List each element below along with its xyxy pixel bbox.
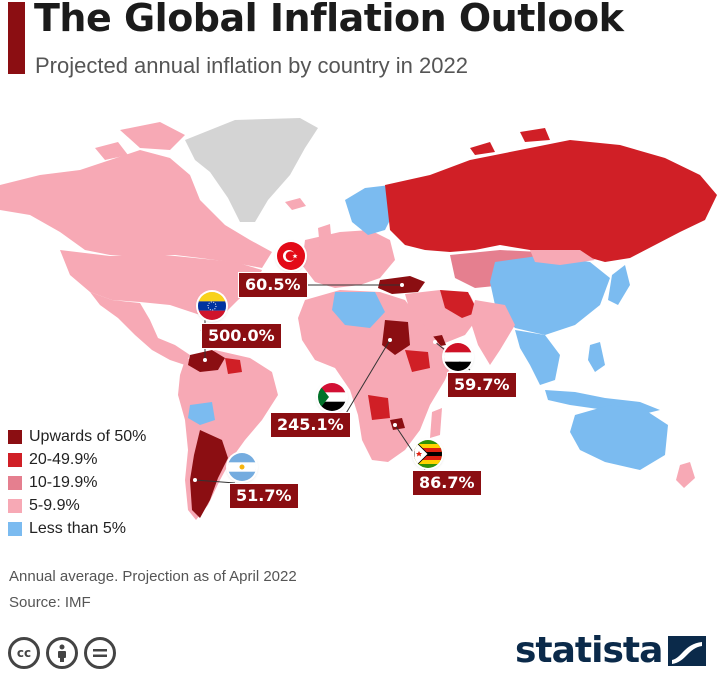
argentina <box>190 430 228 518</box>
iran <box>440 290 478 318</box>
legend-swatch <box>8 475 22 490</box>
russia <box>385 140 717 262</box>
philippines <box>588 342 605 372</box>
yemen-flag-icon <box>444 343 472 371</box>
zimbabwe-value-label: 86.7% <box>412 470 482 496</box>
zimbabwe <box>390 418 405 430</box>
title-accent-bar <box>8 2 25 74</box>
license-icons: cc <box>8 637 116 669</box>
angola <box>368 395 390 420</box>
madagascar <box>430 408 442 438</box>
brand-wordmark: statista <box>515 630 663 671</box>
guyana-suriname <box>225 358 242 374</box>
attribution-icon[interactable] <box>46 637 78 669</box>
argentina-value-label: 51.7% <box>229 483 299 509</box>
japan <box>608 265 630 305</box>
venezuela-value-label: 500.0% <box>201 323 282 349</box>
europe <box>302 230 395 288</box>
no-derivatives-icon[interactable] <box>84 637 116 669</box>
bolivia <box>188 402 215 425</box>
legend-item: Upwards of 50% <box>8 425 146 448</box>
mexico <box>90 292 190 365</box>
zimbabwe-marker <box>393 423 397 427</box>
mongolia <box>530 250 595 265</box>
legend-label: 10-19.9% <box>29 473 98 491</box>
legend-swatch <box>8 498 22 513</box>
africa <box>298 290 455 462</box>
page-title: The Global Inflation Outlook <box>34 0 624 40</box>
source-note: Source: IMF <box>9 594 91 611</box>
legend-label: 20-49.9% <box>29 450 98 468</box>
australia <box>570 405 668 470</box>
sudan-marker <box>388 338 392 342</box>
north-africa <box>332 292 385 328</box>
venezuela-flag-icon <box>198 292 226 320</box>
legend-label: Upwards of 50% <box>29 427 147 445</box>
venezuela-marker <box>203 358 207 362</box>
arctic-islands <box>95 122 185 160</box>
statista-logo[interactable]: statista <box>515 630 707 671</box>
greenland <box>185 118 318 222</box>
china <box>490 255 610 335</box>
argentina-leader-line <box>194 479 236 484</box>
sudan <box>382 320 410 355</box>
new-zealand <box>676 462 695 488</box>
legend-swatch <box>8 452 22 467</box>
legend-label: 5-9.9% <box>29 496 80 514</box>
legend-item: 5-9.9% <box>8 494 146 517</box>
page-subtitle: Projected annual inflation by country in… <box>35 53 468 78</box>
scandinavia <box>345 185 395 235</box>
legend: Upwards of 50% 20-49.9% 10-19.9% 5-9.9% … <box>8 425 146 540</box>
legend-label: Less than 5% <box>29 519 126 537</box>
legend-swatch <box>8 429 22 444</box>
sudan-flag-icon <box>318 383 346 411</box>
zimbabwe-flag-icon <box>414 440 442 468</box>
yemen-value-label: 59.7% <box>447 372 517 398</box>
southeast-asia <box>515 330 560 385</box>
argentina-flag-icon <box>228 453 256 481</box>
canada <box>0 150 272 268</box>
sudan-leader-line <box>344 339 391 416</box>
legend-swatch <box>8 521 22 536</box>
legend-item: Less than 5% <box>8 517 146 540</box>
yemen-marker <box>433 340 437 344</box>
cc-icon[interactable]: cc <box>8 637 40 669</box>
turkey-value-label: 60.5% <box>238 272 308 298</box>
india <box>470 300 515 365</box>
iceland <box>285 198 306 210</box>
world-map <box>0 100 717 530</box>
sudan-value-label: 245.1% <box>270 412 351 438</box>
ethiopia <box>405 350 430 372</box>
legend-item: 10-19.9% <box>8 471 146 494</box>
turkey-marker <box>400 283 404 287</box>
arctic-russia-islands <box>470 128 550 155</box>
projection-note: Annual average. Projection as of April 2… <box>9 568 297 585</box>
statista-mark-icon <box>668 635 707 666</box>
legend-item: 20-49.9% <box>8 448 146 471</box>
uk <box>318 224 332 248</box>
argentina-marker <box>193 478 197 482</box>
turkey-flag-icon <box>277 242 305 270</box>
